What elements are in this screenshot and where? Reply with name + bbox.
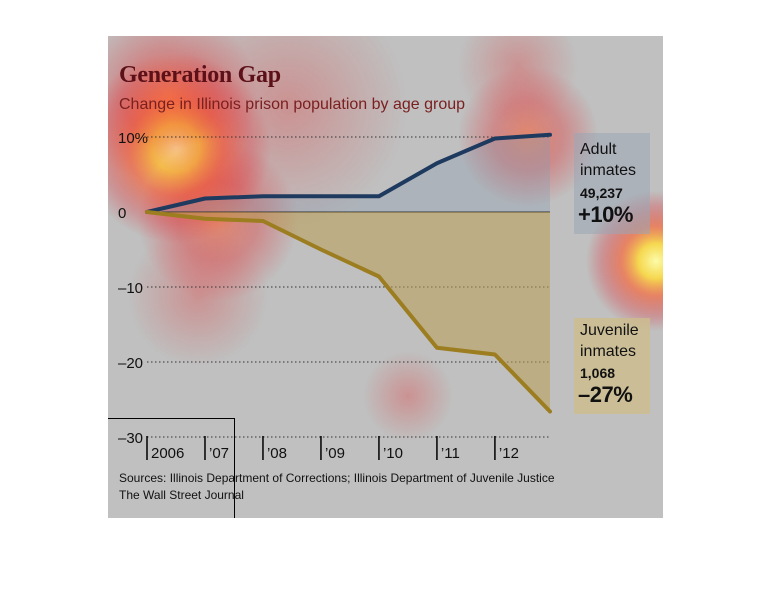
juvenile-area-fill bbox=[147, 212, 550, 412]
juvenile-label-line1: Juvenile bbox=[580, 322, 639, 339]
adult-label-line2: inmates bbox=[580, 162, 637, 179]
publisher-line: The Wall Street Journal bbox=[119, 488, 244, 502]
y-tick-label: 0 bbox=[118, 205, 126, 222]
juvenile-annotation-box bbox=[574, 318, 650, 414]
y-tick-label: 10% bbox=[118, 130, 148, 147]
x-tick-label: ’08 bbox=[267, 445, 287, 462]
x-tick-label: ’10 bbox=[383, 445, 403, 462]
chart-panel: 10% 0 –10 –20 –30 2006 ’07 ’08 ’09 ’10 ’11 ’12 Gene… bbox=[108, 36, 663, 518]
adult-series-line bbox=[145, 132, 552, 214]
x-tick-label: ’11 bbox=[441, 445, 460, 462]
adult-change: +10% bbox=[578, 202, 633, 227]
juvenile-change: –27% bbox=[578, 382, 633, 407]
y-tick-label: –20 bbox=[118, 355, 143, 372]
juvenile-series-line bbox=[145, 210, 552, 414]
chart-subtitle: Change in Illinois prison population by … bbox=[119, 96, 466, 113]
chart-title: Generation Gap bbox=[119, 62, 281, 88]
x-tick-label: 2006 bbox=[151, 445, 184, 462]
chart-sources: Sources: Illinois Department of Correcti… bbox=[119, 470, 555, 504]
adult-count: 49,237 bbox=[580, 185, 623, 201]
corner-frame-lines bbox=[108, 418, 235, 518]
x-tick-label: ’12 bbox=[499, 445, 519, 462]
line-chart: 10% 0 –10 –20 –30 2006 ’07 ’08 ’09 ’10 ’11 ’12 bbox=[118, 130, 552, 462]
juvenile-count: 1,068 bbox=[580, 365, 616, 381]
sources-line: Sources: Illinois Department of Correcti… bbox=[119, 471, 555, 485]
y-tick-label: –10 bbox=[118, 280, 143, 297]
y-tick-label: –30 bbox=[118, 430, 143, 447]
x-tick-label: ’07 bbox=[209, 445, 229, 462]
adult-annotation-box bbox=[574, 133, 650, 234]
juvenile-label-line2: inmates bbox=[580, 343, 637, 360]
adult-label-line1: Adult bbox=[580, 141, 617, 158]
x-tick-label: ’09 bbox=[325, 445, 345, 462]
adult-area-fill bbox=[147, 134, 550, 212]
